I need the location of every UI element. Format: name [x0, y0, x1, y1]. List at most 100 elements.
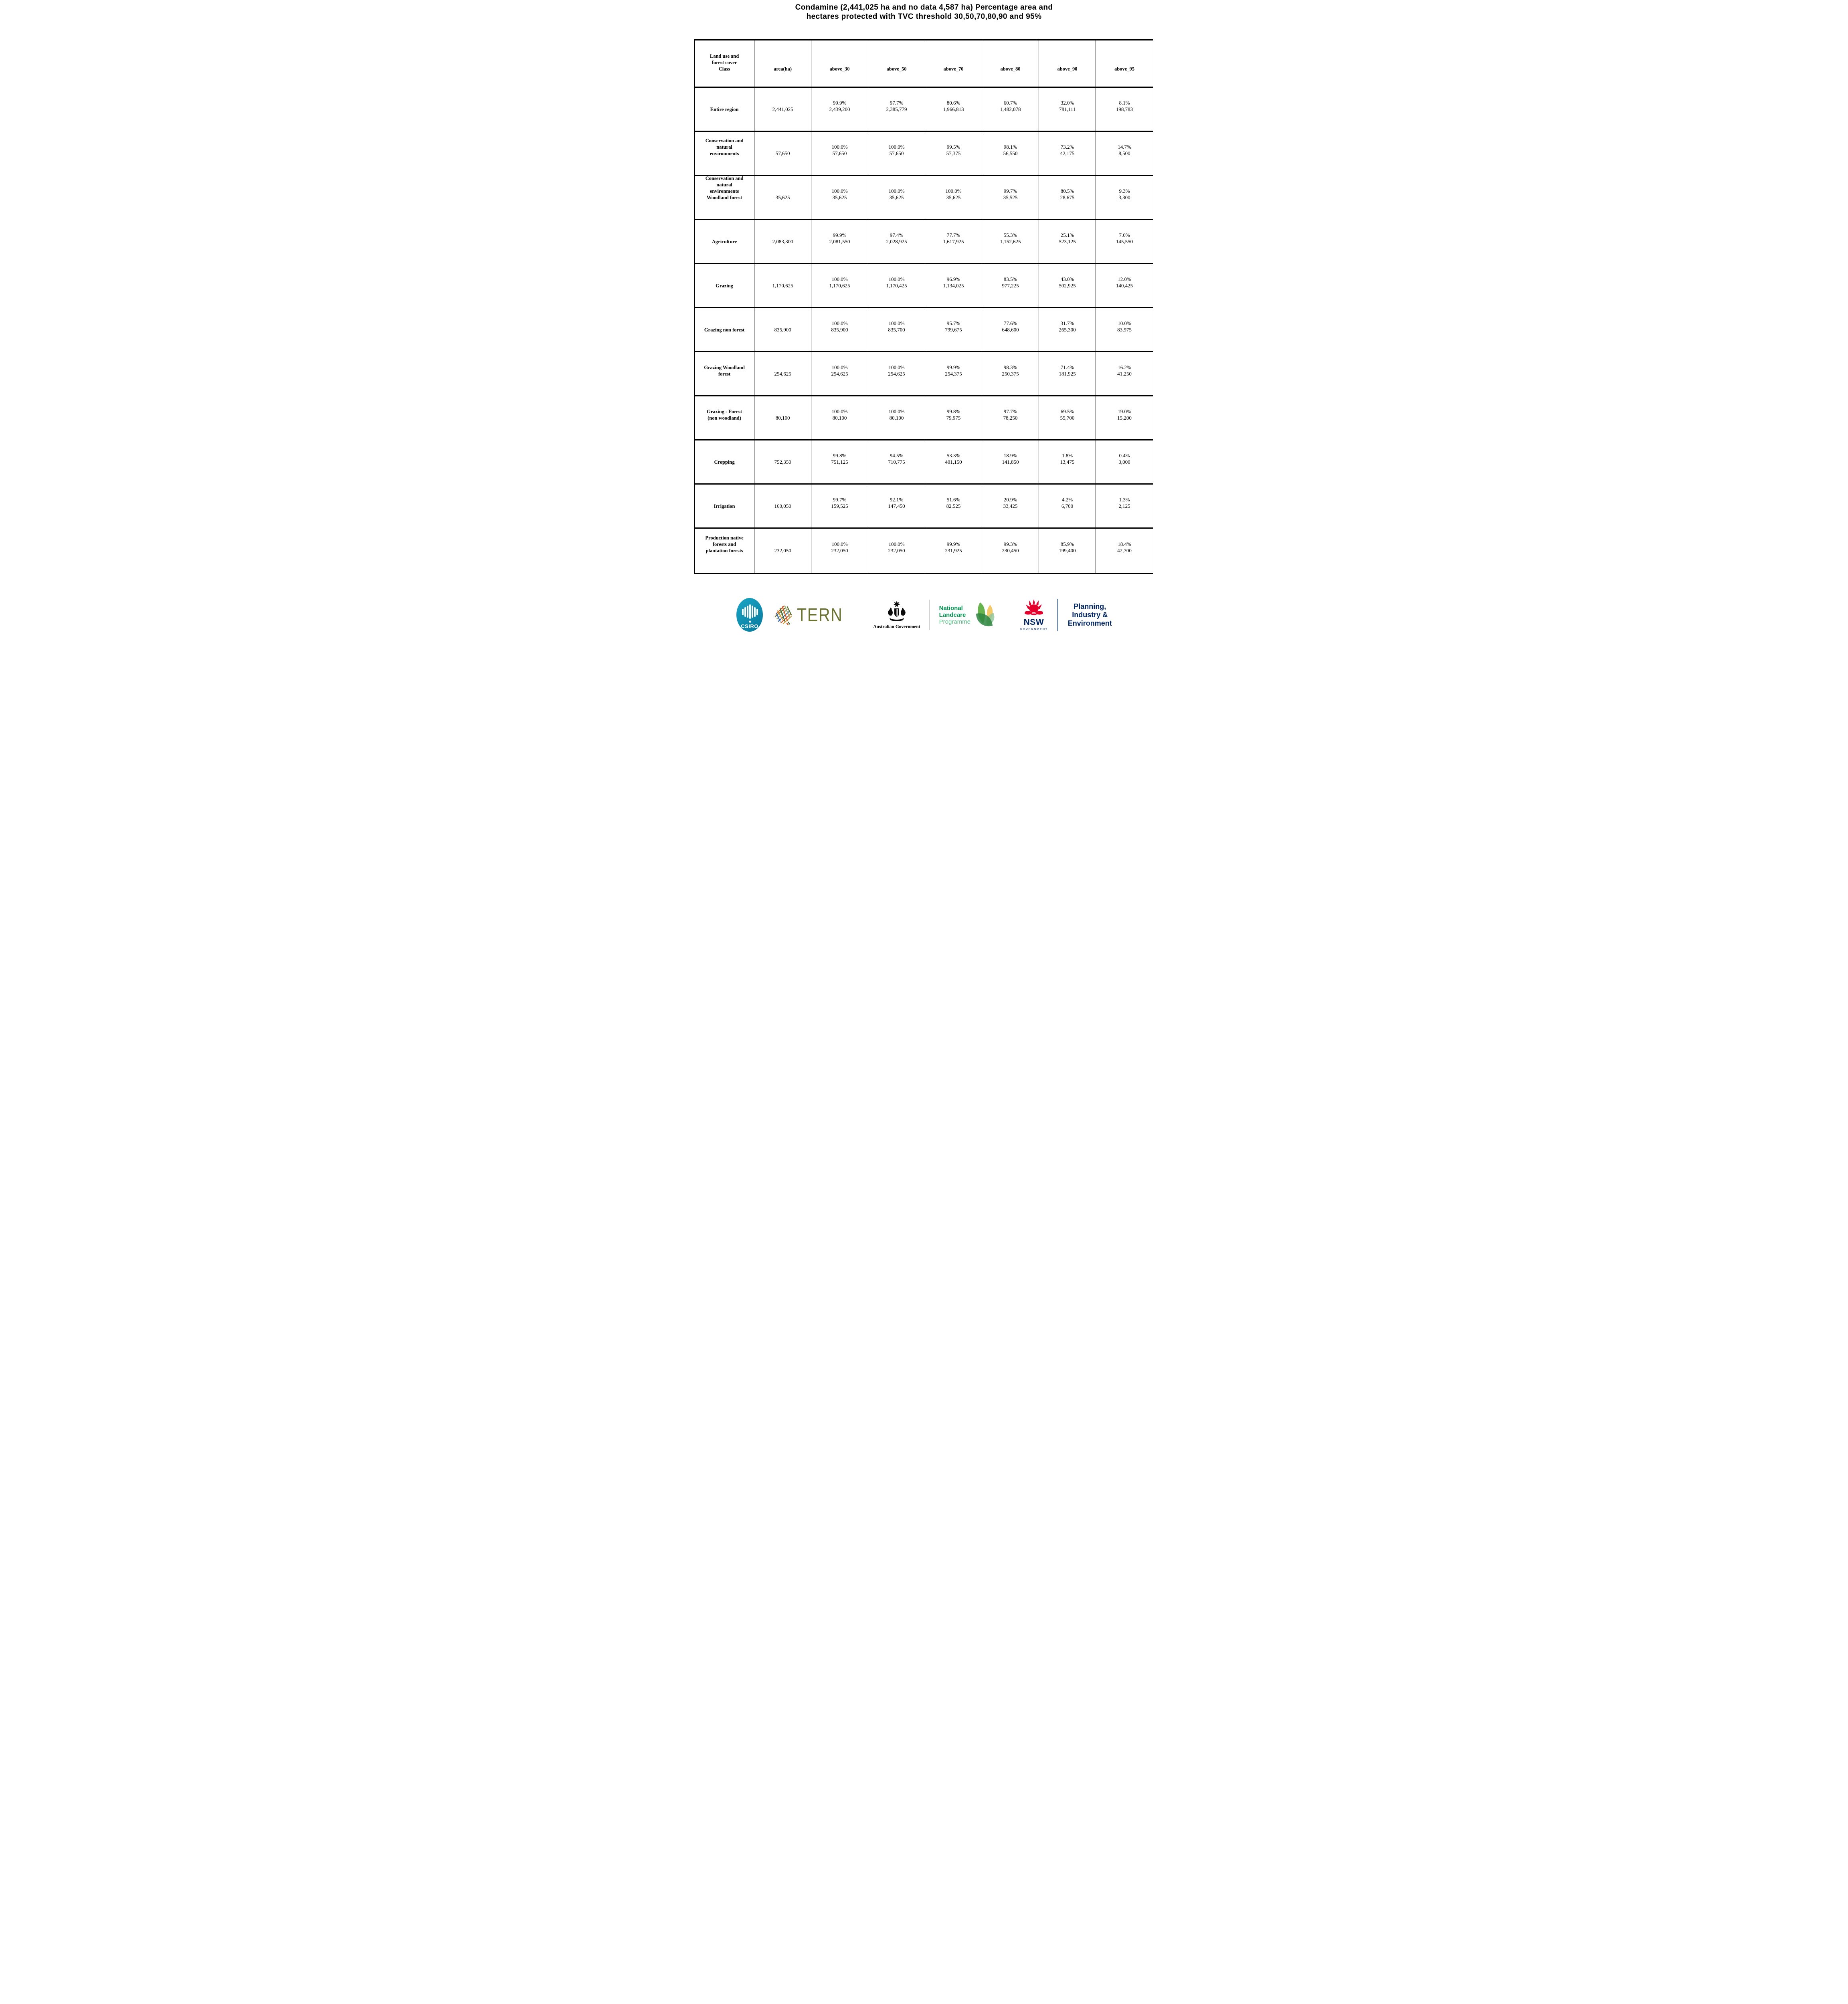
- threshold-percent: 0.4%: [1119, 452, 1130, 459]
- table-cell-class: Grazing non forest: [695, 308, 755, 352]
- threshold-percent: 99.5%: [946, 143, 960, 150]
- tern-logo: TERN: [774, 604, 850, 626]
- threshold-percent: 80.5%: [1060, 188, 1074, 194]
- threshold-percent: 77.6%: [1003, 320, 1017, 326]
- row-class-label: Grazing Woodland forest: [704, 364, 745, 377]
- row-class-label: Production native forests and plantation…: [705, 535, 744, 554]
- threshold-hectares: 1,617,925: [943, 238, 964, 244]
- threshold-percent: 51.6%: [946, 496, 960, 503]
- table-cell-threshold: 95.7% 799,675: [925, 308, 983, 352]
- table-cell-threshold: 100.0% 232,050: [811, 529, 869, 573]
- landcare-line2: Landcare: [939, 611, 966, 618]
- row-area-value: 35,625: [775, 194, 790, 200]
- row-area-value: 57,650: [775, 150, 790, 156]
- table-cell-threshold: 71.4% 181,925: [1039, 352, 1096, 396]
- row-area-value: 752,350: [774, 459, 791, 465]
- table-cell-threshold: 8.1% 198,783: [1096, 88, 1153, 132]
- threshold-hectares: 1,152,625: [1000, 238, 1021, 244]
- threshold-hectares: 2,028,925: [886, 238, 907, 244]
- table-cell-threshold: 99.7% 159,525: [811, 485, 869, 529]
- threshold-hectares: 254,625: [888, 370, 905, 377]
- table-cell-threshold: 99.9% 231,925: [925, 529, 983, 573]
- threshold-hectares: 79,975: [946, 414, 961, 421]
- threshold-percent: 100.0%: [831, 276, 848, 282]
- table-cell-threshold: 97.4% 2,028,925: [868, 220, 926, 264]
- threshold-hectares: 3,000: [1118, 459, 1130, 465]
- threshold-hectares: 56,550: [1003, 150, 1018, 156]
- row-area-value: 2,441,025: [772, 106, 793, 112]
- threshold-hectares: 1,134,025: [943, 282, 964, 289]
- threshold-percent: 97.7%: [1003, 408, 1017, 414]
- table-cell-area: 232,050: [754, 529, 812, 573]
- agency-line1: Planning,: [1074, 602, 1106, 610]
- threshold-hectares: 57,650: [889, 150, 904, 156]
- table-cell-class: Production native forests and plantation…: [695, 529, 755, 573]
- threshold-percent: 14.7%: [1118, 143, 1131, 150]
- column-header-above95: above_95: [1096, 40, 1153, 88]
- table-cell-area: 2,441,025: [754, 88, 812, 132]
- table-cell-threshold: 99.3% 230,450: [982, 529, 1039, 573]
- threshold-percent: 96.9%: [946, 276, 960, 282]
- threshold-hectares: 250,375: [1002, 370, 1019, 377]
- threshold-percent: 99.8%: [833, 452, 847, 459]
- threshold-percent: 99.9%: [946, 541, 960, 547]
- table-cell-threshold: 94.5% 710,775: [868, 440, 926, 485]
- threshold-hectares: 1,170,425: [886, 282, 907, 289]
- column-header-above50: above_50: [868, 40, 926, 88]
- table-cell-class: Entire region: [695, 88, 755, 132]
- threshold-hectares: 254,625: [831, 370, 848, 377]
- tern-wordmark: TERN: [797, 604, 843, 625]
- threshold-hectares: 232,050: [888, 547, 905, 554]
- threshold-hectares: 977,225: [1002, 282, 1019, 289]
- row-class-label: Irrigation: [714, 503, 735, 509]
- table-cell-threshold: 43.0% 502,925: [1039, 264, 1096, 308]
- column-header-label: above_95: [1114, 66, 1134, 72]
- threshold-percent: 18.4%: [1118, 541, 1131, 547]
- table-cell-threshold: 100.0% 835,700: [868, 308, 926, 352]
- threshold-hectares: 3,300: [1118, 194, 1130, 200]
- threshold-hectares: 231,925: [945, 547, 962, 554]
- threshold-percent: 80.6%: [946, 99, 960, 106]
- column-header-label: above_80: [1000, 66, 1021, 72]
- agency-line2: Industry &: [1072, 610, 1108, 619]
- table-cell-threshold: 100.0% 80,100: [811, 396, 869, 440]
- threshold-hectares: 82,525: [946, 503, 961, 509]
- table-cell-threshold: 100.0% 35,625: [925, 176, 983, 220]
- table-cell-threshold: 77.6% 648,600: [982, 308, 1039, 352]
- table-cell-class: Conservation and natural environments: [695, 132, 755, 176]
- table-cell-threshold: 10.0% 83,975: [1096, 308, 1153, 352]
- table-cell-class: Grazing - Forest (non woodland): [695, 396, 755, 440]
- table-cell-threshold: 19.0% 15,200: [1096, 396, 1153, 440]
- landcare-line3: Programme: [939, 618, 971, 625]
- threshold-hectares: 781,111: [1059, 106, 1076, 112]
- threshold-hectares: 28,675: [1060, 194, 1075, 200]
- threshold-hectares: 80,100: [889, 414, 904, 421]
- table-cell-class: Conservation and natural environments Wo…: [695, 175, 755, 220]
- table-cell-threshold: 51.6% 82,525: [925, 485, 983, 529]
- table-cell-threshold: 20.9% 33,425: [982, 485, 1039, 529]
- threshold-hectares: 799,675: [945, 326, 962, 333]
- table-cell-threshold: 31.7% 265,300: [1039, 308, 1096, 352]
- table-cell-area: 35,625: [754, 176, 812, 220]
- tern-map-icon: [774, 605, 792, 626]
- threshold-hectares: 140,425: [1116, 282, 1133, 289]
- threshold-percent: 83.5%: [1003, 276, 1017, 282]
- threshold-hectares: 835,700: [888, 326, 905, 333]
- row-class-label: Conservation and natural environments Wo…: [705, 175, 744, 200]
- table-cell-threshold: 100.0% 57,650: [868, 132, 926, 176]
- threshold-hectares: 523,125: [1059, 238, 1076, 244]
- row-class-label: Entire region: [710, 106, 739, 112]
- threshold-percent: 43.0%: [1060, 276, 1074, 282]
- row-area-value: 232,050: [774, 547, 791, 554]
- landcare-line1: National: [939, 604, 963, 612]
- svg-text:CSIRO: CSIRO: [741, 623, 758, 629]
- table-cell-threshold: 0.4% 3,000: [1096, 440, 1153, 485]
- threshold-hectares: 401,150: [945, 459, 962, 465]
- divider-line-navy: [1057, 599, 1058, 631]
- row-area-value: 80,100: [775, 414, 790, 421]
- table-cell-threshold: 83.5% 977,225: [982, 264, 1039, 308]
- threshold-hectares: 42,700: [1117, 547, 1132, 554]
- row-class-label: Grazing: [716, 283, 733, 289]
- threshold-percent: 94.5%: [890, 452, 904, 459]
- table-cell-threshold: 18.9% 141,850: [982, 440, 1039, 485]
